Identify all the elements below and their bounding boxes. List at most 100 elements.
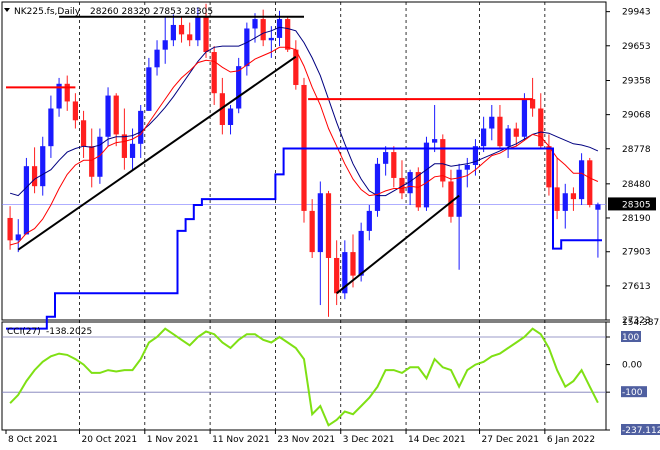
candle-body-down xyxy=(187,34,193,41)
price-axis-tick-label: 29653 xyxy=(622,42,651,52)
price-axis-tick-label: 28778 xyxy=(622,145,651,155)
candle-body-up xyxy=(342,252,348,294)
candle-body-up xyxy=(244,28,250,67)
cci-axis-tick-label: -100 xyxy=(622,388,643,398)
period-separators xyxy=(79,2,546,430)
candle-body-up xyxy=(268,37,274,41)
candle-body-up xyxy=(595,204,601,210)
candle-body-up xyxy=(48,108,54,147)
price-axis-tick-label: 29358 xyxy=(622,76,651,86)
candle-body-up xyxy=(317,193,323,253)
trend-line xyxy=(17,55,297,251)
candle-body-down xyxy=(325,193,332,258)
cci-value-readout: -138.2025 xyxy=(46,327,92,337)
candle-body-up xyxy=(407,172,413,194)
candle-body-up xyxy=(423,142,430,208)
candle-body-up xyxy=(481,128,487,147)
candle-body-up xyxy=(170,24,176,41)
symbol-label: NK225.fs,Daily xyxy=(14,7,81,17)
cci-axis-label-box xyxy=(621,424,660,435)
price-axis-tick-label: 28190 xyxy=(622,214,651,224)
time-axis-label: 1 Nov 2021 xyxy=(147,435,199,445)
candle-body-down xyxy=(350,252,356,276)
price-pane-frame xyxy=(1,1,607,321)
candle-body-down xyxy=(121,134,127,158)
candle-body-down xyxy=(546,146,552,188)
cci-pane-frame xyxy=(1,321,607,431)
cci-axis-tick-label: -237.112 xyxy=(622,426,660,436)
candle-body-down xyxy=(570,193,577,200)
candle-body-up xyxy=(432,139,438,143)
candle-body-up xyxy=(456,169,462,217)
candle-body-up xyxy=(276,19,283,38)
candle-body-down xyxy=(80,120,87,147)
price-axis-tick-label: 28480 xyxy=(622,180,651,190)
candle-body-up xyxy=(15,234,21,241)
cci-axis-label-box xyxy=(621,386,647,398)
candle-body-down xyxy=(211,52,217,94)
time-axis-label: 27 Dec 2021 xyxy=(482,435,540,445)
candle-body-down xyxy=(529,99,536,109)
candle-body-up xyxy=(383,152,389,164)
candle-body-down xyxy=(178,24,185,35)
time-axis-label: 6 Jan 2022 xyxy=(547,435,595,445)
trend-line xyxy=(336,194,460,295)
candle-body-down xyxy=(334,257,340,294)
candle-body-up xyxy=(252,19,258,29)
cci-line xyxy=(9,327,599,427)
slow-moving-average-line xyxy=(9,26,599,197)
candle-body-up xyxy=(366,210,372,231)
candle-body-up xyxy=(358,230,364,276)
collapse-triangle-icon[interactable] xyxy=(4,8,10,12)
candle-body-up xyxy=(227,108,234,125)
candle-body-up xyxy=(521,99,528,137)
price-axis-tick-label: 29943 xyxy=(622,8,651,18)
candle-body-up xyxy=(472,146,479,166)
candle-body-down xyxy=(89,146,95,177)
candle-body-down xyxy=(219,93,225,125)
axes: 29943 29653 29358 29068 28778 28480 28190 27903… xyxy=(5,8,660,445)
candle-body-down xyxy=(440,139,446,182)
candle-body-down xyxy=(285,19,291,50)
cci-axis-tick-label: 154.3875 xyxy=(622,318,660,328)
time-axis-label: 8 Oct 2021 xyxy=(8,435,58,445)
candle-body-down xyxy=(497,116,503,147)
time-axis-label: 11 Nov 2021 xyxy=(212,435,270,445)
candle-body-up xyxy=(97,136,103,177)
candle-body-down xyxy=(399,177,405,194)
candle-body-down xyxy=(64,83,70,102)
time-axis-label: 20 Oct 2021 xyxy=(81,435,137,445)
last-price-tag-label: 28305 xyxy=(622,200,651,210)
candle-body-up xyxy=(129,143,136,158)
price-axis-tick-label: 27323 xyxy=(622,316,651,326)
price-axis-tick-label: 29068 xyxy=(622,111,651,121)
price-pane xyxy=(2,3,606,330)
cci-pane xyxy=(2,327,606,427)
candle-body-up xyxy=(56,83,62,109)
cci-axis-tick-label: 100 xyxy=(622,333,639,343)
candle-body-up xyxy=(146,67,152,111)
candle-body-down xyxy=(587,160,593,206)
price-header: NK225.fs,Daily 28260 28320 27853 28305 xyxy=(4,7,213,17)
price-axis-tick-label: 27903 xyxy=(622,248,651,258)
candle-body-up xyxy=(162,40,168,50)
candle-body-down xyxy=(309,210,315,253)
cci-label: CCI(27) xyxy=(7,327,41,337)
fast-moving-average-line xyxy=(9,46,599,246)
candle-body-down xyxy=(113,95,119,135)
candle-body-down xyxy=(72,101,79,121)
cci-header: CCI(27) -138.2025 xyxy=(7,327,92,337)
candle-body-up xyxy=(489,116,495,129)
candle-body-down xyxy=(260,19,266,41)
chart-panes xyxy=(1,1,607,431)
candle-body-up xyxy=(105,95,111,137)
channel-step-line xyxy=(6,147,602,330)
candle-body-down xyxy=(513,128,519,137)
candle-body-up xyxy=(464,165,470,170)
cci-axis-tick-label: 0.00 xyxy=(622,361,642,371)
candle-body-down xyxy=(448,181,454,217)
last-price-tag xyxy=(608,197,656,211)
ohlc-readout: 28260 28320 27853 28305 xyxy=(90,7,213,17)
cci-axis-label-box xyxy=(621,331,641,343)
